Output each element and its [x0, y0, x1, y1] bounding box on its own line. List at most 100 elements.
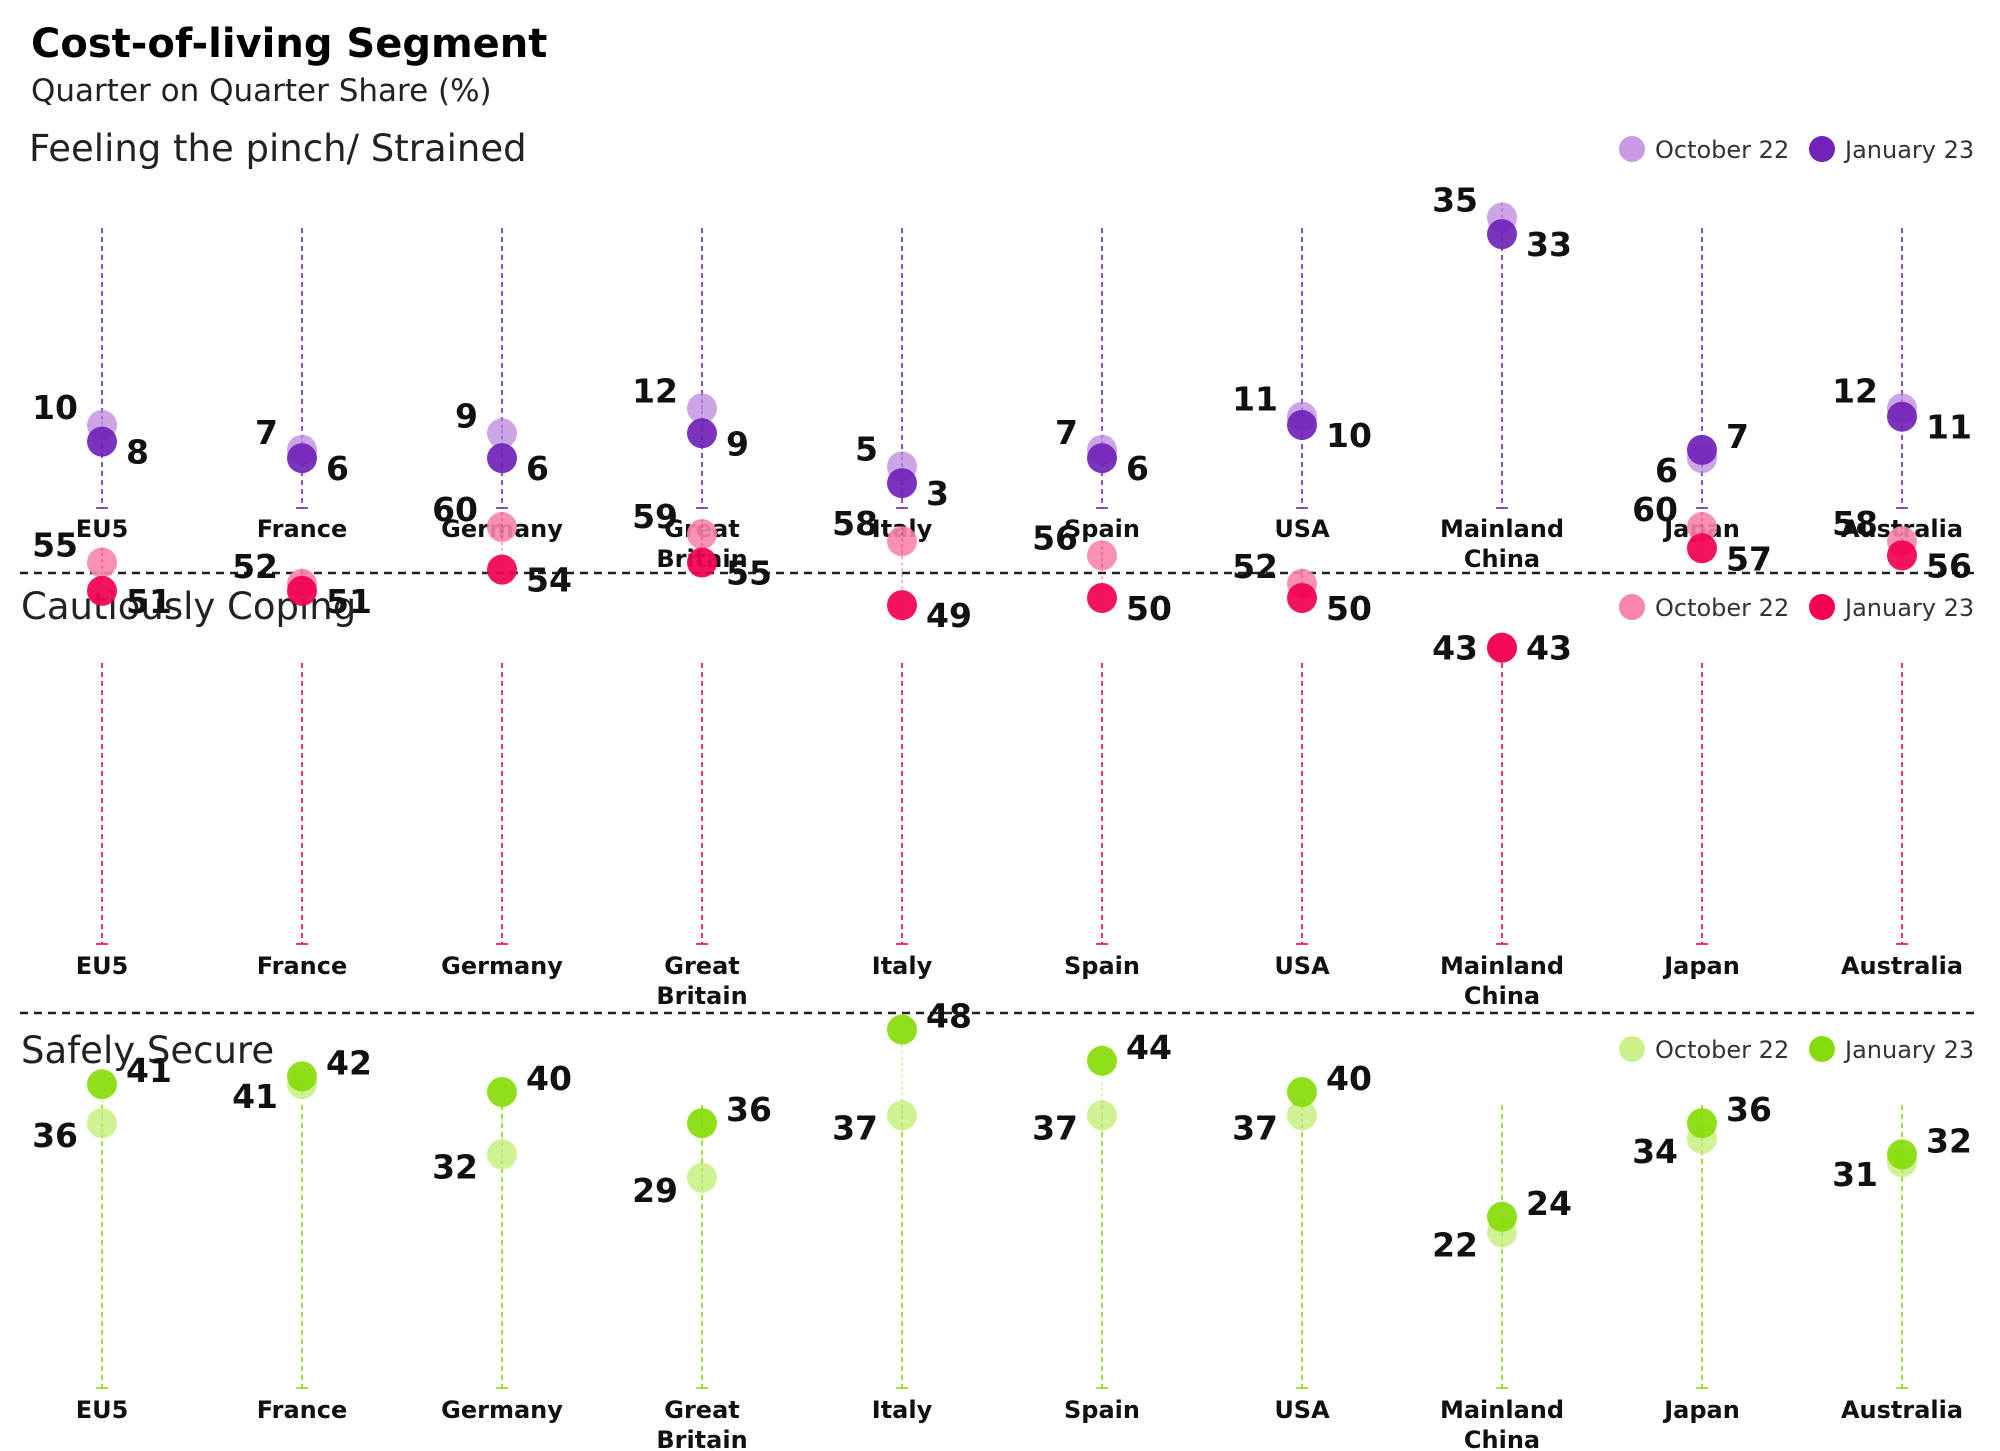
category-group: 22 24 Mainland China: [1432, 1105, 1572, 1451]
data-label-october-22: 22: [1432, 1225, 1478, 1264]
chart-subtitle: Quarter on Quarter Share (%): [31, 73, 492, 109]
data-label-october-22: 37: [832, 1108, 878, 1147]
category-group: 60 54 Germany: [432, 490, 572, 980]
legend-label-series1: October 22: [1655, 1036, 1789, 1064]
legend: October 22 January 23: [1619, 594, 1974, 622]
data-label-january-23: 51: [126, 582, 172, 621]
category-label: Australia: [1841, 952, 1963, 980]
category-label: EU5: [76, 1396, 129, 1424]
point-january-23: [1887, 540, 1917, 571]
category-label: Spain: [1064, 1396, 1140, 1424]
category-group: 11 10 USA: [1232, 228, 1372, 543]
data-label-october-22: 56: [1032, 518, 1078, 557]
category-group: 55 51 EU5: [32, 526, 172, 981]
data-label-october-22: 11: [1232, 380, 1278, 419]
data-label-january-23: 32: [1926, 1121, 1972, 1160]
point-january-23: [1087, 583, 1117, 613]
category-label: Mainland China: [1440, 1396, 1564, 1451]
data-label-january-23: 36: [726, 1090, 772, 1129]
data-label-january-23: 40: [526, 1059, 572, 1098]
legend-label-series1: October 22: [1655, 136, 1789, 164]
category-label: Australia: [1841, 1396, 1963, 1424]
data-label-january-23: 48: [926, 997, 972, 1036]
legend-marker-series2: [1809, 1036, 1835, 1062]
category-group: 31 32 Australia: [1832, 1105, 1972, 1424]
point-january-23: [287, 443, 317, 474]
panel-1: Feeling the pinch/ Strained October 22 Jan…: [29, 127, 1974, 573]
category-group: 56 50 Spain: [1032, 518, 1172, 980]
data-label-january-23: 44: [1126, 1028, 1172, 1067]
legend-marker-series1: [1619, 1036, 1645, 1062]
category-group: 37 44 Spain: [1032, 1028, 1172, 1424]
legend-marker-series1: [1619, 594, 1645, 620]
category-group: 52 50 USA: [1232, 547, 1372, 980]
data-label-january-23: 50: [1326, 589, 1372, 628]
data-label-january-23: 33: [1526, 225, 1572, 264]
category-label: Spain: [1064, 952, 1140, 980]
point-january-23: [487, 554, 517, 585]
data-label-october-22: 60: [432, 490, 478, 529]
category-label: France: [257, 515, 347, 543]
point-october-22: [887, 1100, 917, 1131]
category-group: 36 41 EU5: [32, 1051, 172, 1424]
category-group: 67Japan: [1655, 228, 1749, 543]
point-january-23: [1287, 583, 1317, 613]
category-label: Germany: [441, 952, 563, 980]
data-label-october-22: 7: [1055, 413, 1078, 452]
data-label-october-22: 35: [1432, 181, 1478, 220]
data-label-january-23: 57: [1726, 539, 1772, 578]
point-october-22: [687, 1162, 717, 1193]
data-label-october-22: 52: [232, 547, 278, 586]
category-label: Germany: [441, 1396, 563, 1424]
data-label-october-22: 31: [1832, 1155, 1878, 1194]
point-january-23: [1887, 401, 1917, 432]
data-label-january-23: 7: [1726, 417, 1749, 456]
point-january-23: [1287, 410, 1317, 440]
data-label-january-23: 56: [1926, 546, 1972, 585]
legend-label-series2: January 23: [1843, 594, 1974, 622]
data-label-january-23: 42: [326, 1043, 372, 1082]
data-label-october-22: 41: [232, 1077, 278, 1116]
data-label-october-22: 34: [1632, 1132, 1678, 1171]
data-label-october-22: 52: [1232, 547, 1278, 586]
data-label-october-22: 29: [632, 1171, 678, 1210]
legend-marker-series2: [1809, 594, 1835, 620]
category-label: USA: [1274, 1396, 1330, 1424]
category-label: Spain: [1064, 515, 1140, 543]
category-label: USA: [1274, 952, 1330, 980]
category-group: 60 57 Japan: [1632, 490, 1772, 980]
data-label-october-22: 12: [632, 371, 678, 410]
data-label-october-22: 59: [632, 497, 678, 536]
data-label-january-23: 11: [1926, 408, 1972, 447]
data-label-january-23: 36: [1726, 1090, 1772, 1129]
data-label-january-23: 10: [1326, 416, 1372, 455]
data-label-october-22: 37: [1232, 1108, 1278, 1147]
category-group: 58 49 Italy: [832, 504, 972, 980]
data-label-october-22: 10: [32, 388, 78, 427]
data-label-january-23: 6: [1126, 449, 1149, 488]
data-label-october-22: 7: [255, 413, 278, 452]
point-january-23: [687, 418, 717, 449]
panel-title: Safely Secure: [21, 1029, 274, 1072]
legend-marker-series1: [1619, 136, 1645, 162]
category-group: 32 40 Germany: [432, 1059, 572, 1424]
category-group: 41 42 France: [232, 1043, 372, 1424]
legend-label-series2: January 23: [1843, 136, 1974, 164]
category-group: 10 8 EU5: [32, 228, 149, 543]
point-january-23: [487, 443, 517, 474]
category-label: Japan: [1662, 1396, 1740, 1424]
category-group: 37 48 Italy: [832, 997, 972, 1424]
data-label-january-23: 9: [726, 424, 749, 463]
data-label-october-22: 58: [832, 504, 878, 543]
data-label-october-22: 32: [432, 1147, 478, 1186]
data-label-january-23: 24: [1526, 1184, 1572, 1223]
data-label-january-23: 51: [326, 582, 372, 621]
point-october-22: [1087, 1100, 1117, 1131]
category-group: 7 6 Spain: [1055, 228, 1149, 543]
data-label-january-23: 6: [526, 449, 549, 488]
data-label-january-23: 49: [926, 596, 972, 635]
category-group: 52 51 France: [232, 547, 372, 980]
data-label-january-23: 3: [926, 474, 949, 513]
